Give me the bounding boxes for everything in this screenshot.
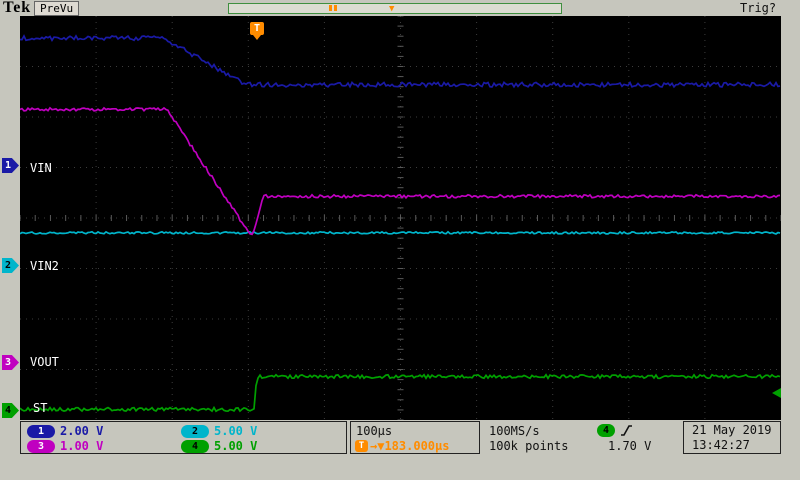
trigger-delay-readout: T →▼183.000µs — [355, 439, 449, 453]
datetime-box: 21 May 2019 13:42:27 — [683, 421, 781, 454]
time-per-div: 100µs — [356, 424, 393, 438]
trace-label-ch4: ST — [33, 401, 48, 415]
trace-label-ch1: VIN — [30, 161, 52, 175]
timebase-readout: 100µs — [356, 424, 392, 438]
acquisition-preview-bar — [228, 3, 562, 14]
trigger-status: Trig? — [740, 1, 777, 15]
channel-4-reference-marker[interactable]: 4 — [2, 403, 19, 418]
ch4-scale-readout: 4 5.00 V — [181, 439, 257, 453]
trigger-source-readout: 4 — [597, 423, 633, 437]
record-length: 100k points — [489, 439, 569, 453]
time-readout: 13:42:27 — [692, 438, 750, 452]
trigger-delay-value: →▼183.000µs — [370, 439, 450, 453]
ch3-scale-readout: 3 1.00 V — [27, 439, 103, 453]
trigger-source-badge: 4 — [597, 423, 615, 437]
ch4-volts-per-div: 5.00 V — [214, 439, 258, 453]
record-window-marker-icon — [329, 5, 332, 11]
ch3-badge: 3 — [27, 439, 55, 453]
ch1-volts-per-div: 2.00 V — [60, 424, 104, 438]
trigger-level-marker-icon[interactable] — [772, 388, 781, 398]
trigger-badge: T — [355, 440, 368, 452]
brand-logo: Tek — [3, 0, 32, 16]
waveform-display: VIN VIN2 VOUT ST T — [20, 16, 781, 420]
rising-edge-icon — [621, 425, 632, 436]
ch1-scale-readout: 1 2.00 V — [27, 424, 103, 438]
acquisition-mode-badge: PreVu — [34, 1, 80, 16]
waveform-plot — [20, 16, 781, 420]
channel-1-reference-marker[interactable]: 1 — [2, 158, 19, 173]
sample-rate: 100MS/s — [489, 424, 540, 438]
trigger-time-flag[interactable]: T — [250, 22, 264, 40]
channel-2-reference-marker[interactable]: 2 — [2, 258, 19, 273]
channel-3-reference-marker[interactable]: 3 — [2, 355, 19, 370]
trace-label-ch2: VIN2 — [30, 259, 59, 273]
ch3-volts-per-div: 1.00 V — [60, 439, 104, 453]
channel-scale-readouts: 1 2.00 V 2 5.00 V 3 1.00 V 4 5.00 V — [20, 421, 347, 454]
ch2-scale-readout: 2 5.00 V — [181, 424, 257, 438]
ch4-badge: 4 — [181, 439, 209, 453]
ch1-badge: 1 — [27, 424, 55, 438]
trigger-position-icon: ▼ — [389, 4, 395, 14]
ch2-volts-per-div: 5.00 V — [214, 424, 258, 438]
timebase-readout-box: 100µs T →▼183.000µs — [350, 421, 480, 454]
ch2-badge: 2 — [181, 424, 209, 438]
trace-label-ch3: VOUT — [30, 355, 59, 369]
trigger-level: 1.70 V — [608, 439, 652, 453]
date-readout: 21 May 2019 — [692, 423, 772, 437]
